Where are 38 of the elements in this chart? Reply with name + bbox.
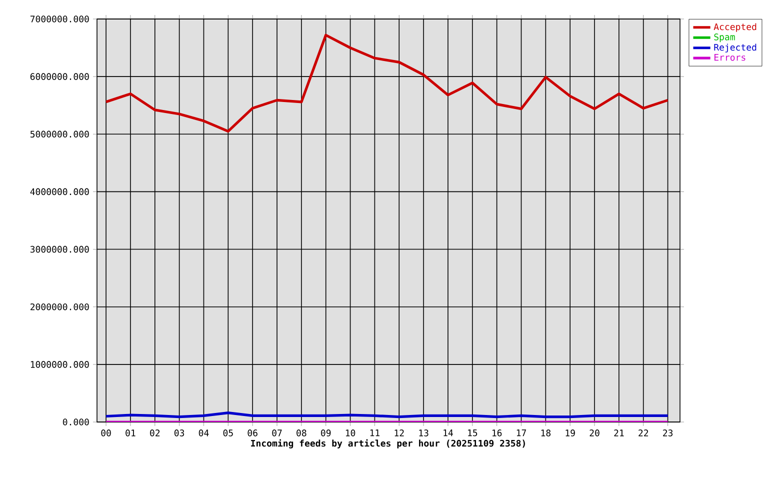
x-tick-label: 12 [394, 430, 404, 436]
x-tick-label: 06 [248, 430, 258, 436]
x-tick-label: 00 [101, 430, 111, 436]
x-tick-label: 03 [174, 430, 184, 436]
y-tick-label: 5000000.000 [30, 130, 89, 138]
x-tick-label: 07 [272, 430, 282, 436]
x-tick-label: 11 [370, 430, 380, 436]
x-tick-label: 17 [516, 430, 526, 436]
legend-label: Spam [714, 34, 735, 42]
y-tick-label: 6000000.000 [30, 73, 89, 80]
y-tick-label: 7000000.000 [30, 16, 89, 22]
y-tick-label: 4000000.000 [30, 188, 89, 196]
x-tick-label: 18 [541, 430, 551, 436]
x-tick-label: 14 [444, 430, 453, 436]
legend-label: Rejected [714, 44, 756, 52]
x-tick-label: 13 [419, 430, 428, 436]
x-tick-label: 01 [126, 430, 136, 436]
x-tick-label: 15 [468, 430, 478, 436]
y-tick-label: 1000000.000 [30, 361, 89, 368]
y-tick-label: 3000000.000 [30, 246, 89, 253]
x-axis-title: Incoming feeds by articles per hour (20251109 2358) [251, 439, 525, 448]
x-tick-label: 05 [223, 430, 233, 436]
x-tick-label: 08 [296, 430, 306, 436]
x-tick-label: 04 [198, 430, 209, 436]
x-tick-label: 10 [346, 430, 356, 436]
y-tick-label: 0.000 [62, 418, 89, 426]
x-tick-label: 20 [590, 430, 600, 436]
x-tick-label: 09 [321, 430, 331, 436]
x-tick-label: 02 [150, 430, 160, 436]
y-tick-label: 2000000.000 [30, 303, 89, 310]
x-tick-label: 22 [638, 430, 648, 436]
x-tick-label: 23 [663, 430, 673, 436]
x-tick-label: 19 [566, 430, 575, 436]
legend-label: Accepted [714, 23, 756, 32]
legend-label: Errors [714, 54, 746, 61]
x-tick-label: 16 [492, 430, 502, 436]
x-tick-label: 21 [614, 430, 624, 436]
line-series [104, 34, 670, 133]
